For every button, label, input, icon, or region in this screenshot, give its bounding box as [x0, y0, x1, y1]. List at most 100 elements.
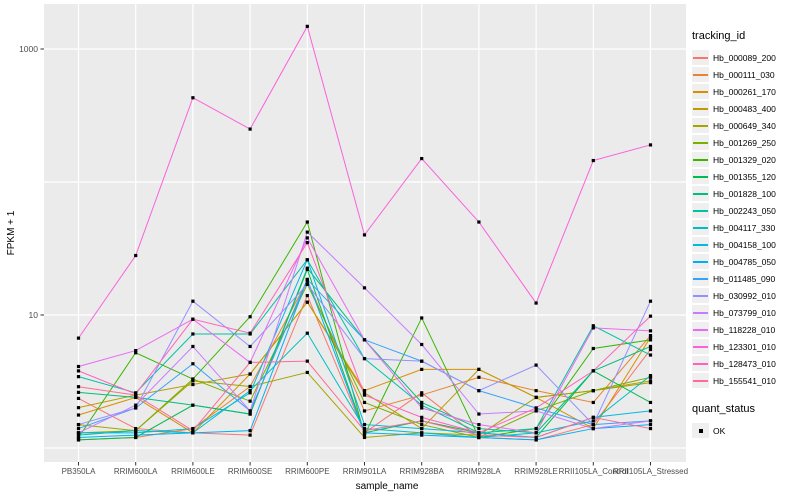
data-point: [191, 379, 195, 383]
data-point: [362, 431, 367, 435]
data-point: [248, 331, 252, 335]
data-point: [248, 384, 252, 389]
data-point: [305, 277, 309, 282]
legend-label: Hb_128473_010: [713, 358, 776, 369]
data-point: [420, 393, 424, 397]
data-point: [420, 359, 424, 363]
data-point: [477, 220, 481, 224]
legend-item-Hb_011485_090: Hb_011485_090: [692, 270, 798, 287]
data-point: [76, 396, 81, 401]
data-point: [76, 364, 81, 369]
legend-item-ok: OK: [692, 422, 798, 439]
legend-item-Hb_118228_010: Hb_118228_010: [692, 321, 798, 338]
legend-label: Hb_001355_120: [713, 171, 776, 182]
data-point: [420, 316, 424, 320]
data-point: [134, 348, 138, 353]
data-point: [420, 419, 424, 423]
data-point: [420, 415, 424, 419]
data-point: [534, 301, 538, 305]
data-point: [420, 422, 424, 427]
data-point: [362, 426, 367, 431]
legend-label: Hb_001329_020: [713, 154, 776, 165]
data-point: [362, 422, 367, 427]
data-point: [76, 369, 81, 373]
data-point: [420, 342, 424, 347]
data-point: [591, 158, 595, 163]
line-key-icon: [692, 152, 709, 167]
legend-items: Hb_000089_200 Hb_000111_030 Hb_000261_170 H…: [692, 49, 798, 389]
line-key-icon: [692, 237, 709, 252]
data-point: [534, 409, 538, 413]
data-point: [591, 326, 595, 330]
legend-item-Hb_123301_010: Hb_123301_010: [692, 338, 798, 355]
data-point: [648, 422, 653, 427]
data-point: [648, 375, 653, 379]
legend-item-Hb_000649_340: Hb_000649_340: [692, 117, 798, 134]
data-point: [420, 406, 424, 410]
legend-item-Hb_004785_050: Hb_004785_050: [692, 253, 798, 270]
data-point: [362, 338, 367, 342]
data-point: [591, 369, 595, 373]
data-point: [76, 435, 81, 440]
legend-item-Hb_128473_010: Hb_128473_010: [692, 355, 798, 372]
data-point: [76, 406, 81, 410]
data-point: [648, 329, 653, 333]
legend-label: Hb_030992_010: [713, 290, 776, 301]
data-point: [591, 422, 595, 427]
legend-item-Hb_001269_250: Hb_001269_250: [692, 134, 798, 151]
data-point: [305, 266, 309, 270]
data-point: [534, 363, 538, 367]
data-point: [648, 374, 653, 378]
data-point: [534, 406, 538, 410]
data-point: [134, 429, 138, 433]
legend-label: Hb_000089_200: [713, 52, 776, 63]
data-point: [134, 431, 138, 435]
data-point: [191, 426, 195, 431]
data-point: [191, 382, 195, 387]
data-point: [305, 370, 309, 375]
legend-label: Hb_004158_100: [713, 239, 776, 250]
data-point: [362, 435, 367, 440]
data-point: [76, 390, 81, 394]
legend-item-Hb_000261_170: Hb_000261_170: [692, 83, 798, 100]
x-tick-label: RRIM901LA: [343, 467, 387, 476]
data-point: [76, 426, 81, 431]
legend-label: Hb_000111_030: [713, 69, 775, 80]
data-point: [591, 415, 595, 419]
data-point: [191, 362, 195, 366]
data-point: [591, 346, 595, 351]
data-point: [477, 389, 481, 393]
legend-label: Hb_001269_250: [713, 137, 776, 148]
data-point: [477, 412, 481, 416]
data-point: [648, 334, 653, 338]
legend-label: Hb_155541_010: [713, 375, 776, 386]
line-key-icon: [692, 271, 709, 286]
data-point: [420, 403, 424, 407]
line-key-icon: [692, 67, 709, 82]
legend-item-Hb_155541_010: Hb_155541_010: [692, 372, 798, 389]
data-point: [477, 426, 481, 431]
legend-item-Hb_073799_010: Hb_073799_010: [692, 304, 798, 321]
x-tick-label: RRIM600PE: [285, 467, 329, 476]
data-point: [248, 127, 252, 131]
data-point: [305, 293, 309, 298]
data-point: [591, 400, 595, 405]
x-tick-label: RRIM928BA: [399, 467, 444, 476]
data-point: [362, 389, 367, 393]
data-point: [248, 389, 252, 393]
line-key-icon: [692, 373, 709, 388]
data-point: [191, 299, 195, 303]
legend-label: Hb_000261_170: [713, 86, 776, 97]
data-point: [191, 96, 195, 100]
legend-title-tracking-id: tracking_id: [692, 30, 746, 42]
data-point: [420, 400, 424, 405]
legend: tracking_id Hb_000089_200 Hb_000111_030 Hb…: [692, 30, 798, 439]
x-tick-label: RRII105LA_Stressed: [613, 467, 688, 476]
data-point: [191, 429, 195, 433]
data-point: [305, 258, 309, 262]
legend-item-Hb_000089_200: Hb_000089_200: [692, 49, 798, 66]
data-point: [362, 286, 367, 290]
data-point: [477, 431, 481, 435]
data-point: [648, 426, 653, 431]
